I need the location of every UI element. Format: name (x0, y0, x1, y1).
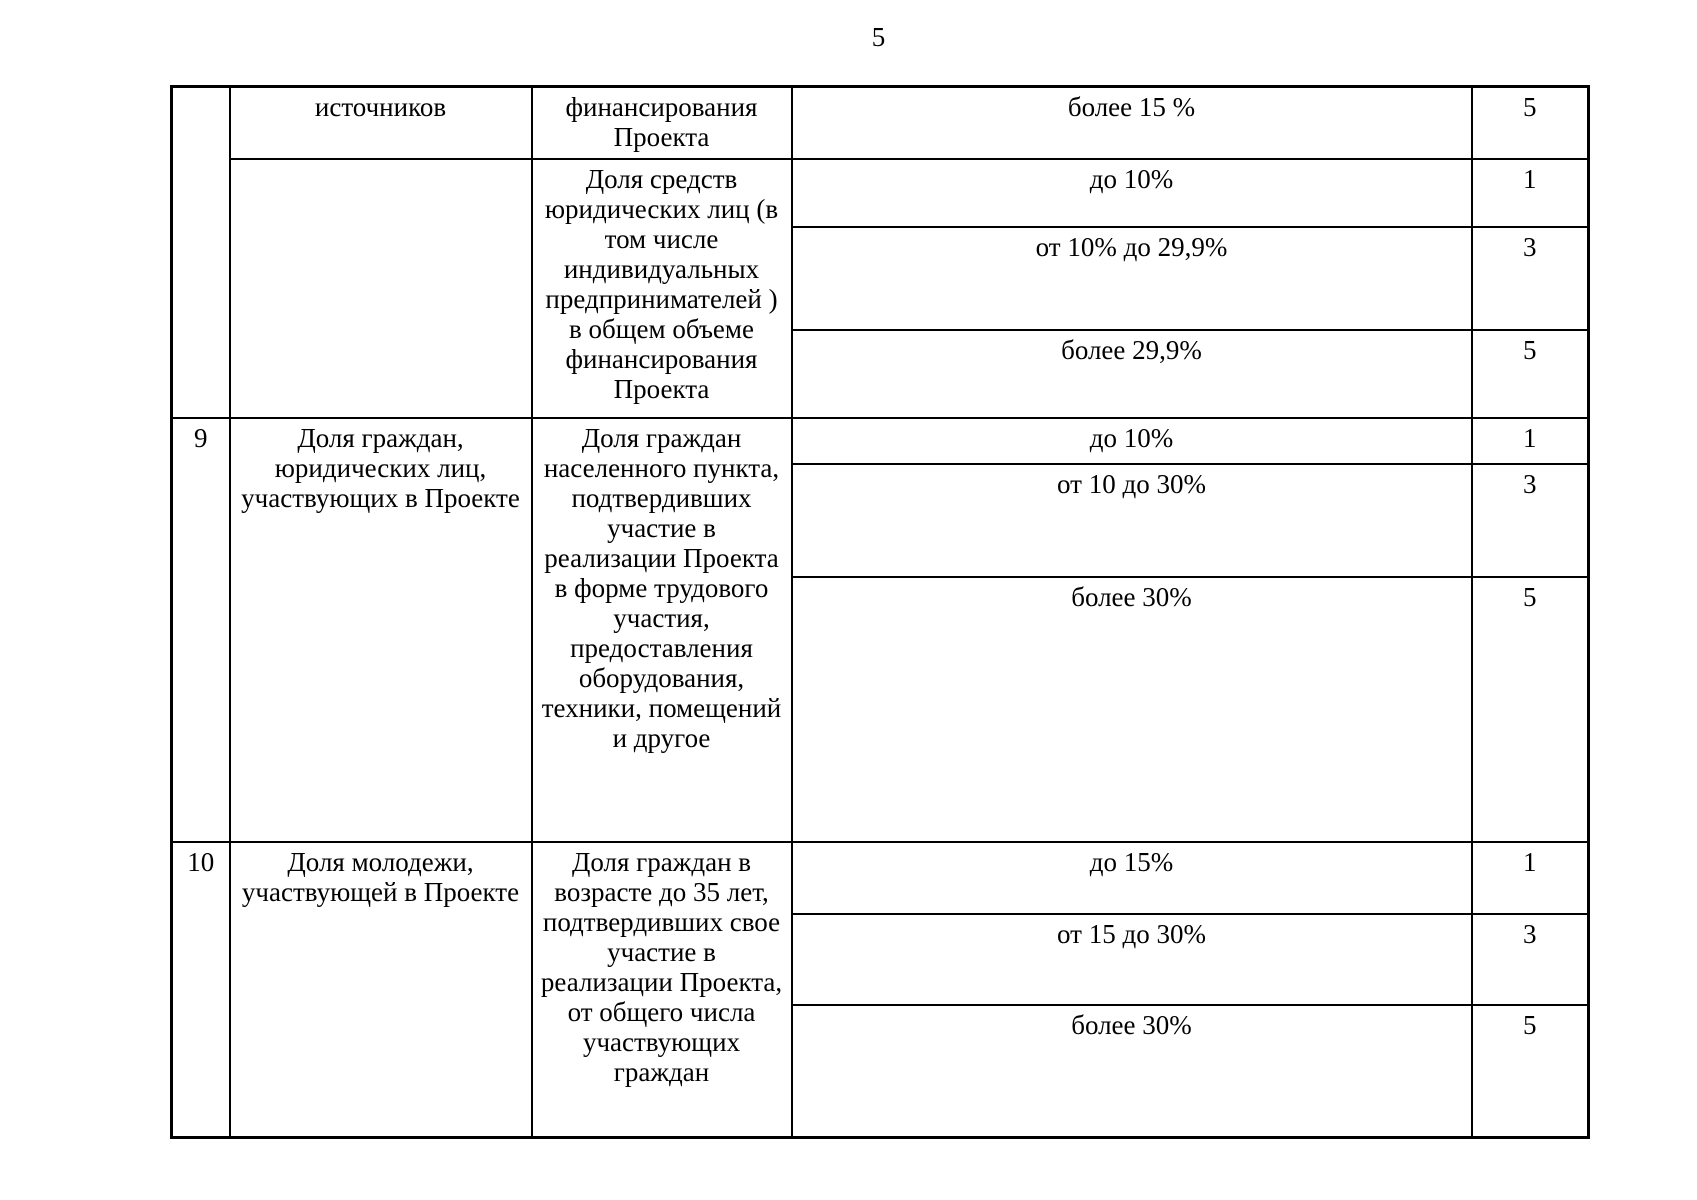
points-cell: 5 (1470, 85, 1590, 160)
description-cell: Доля граждан населенного пункта, подтвер… (530, 417, 793, 843)
criteria-table-container: источников финансирования Проекта более … (170, 85, 1590, 1139)
points-cell: 1 (1470, 417, 1590, 465)
criterion-cell-empty (228, 158, 533, 419)
table-row: более 30% 5 (172, 1004, 1590, 1138)
page-number: 5 (871, 22, 886, 52)
range-cell: до 10% (790, 417, 1473, 465)
table-row: от 15 до 30% 3 (172, 913, 1590, 1006)
points-cell: 3 (1470, 226, 1590, 331)
table-row: более 30% 5 (172, 576, 1590, 843)
range-cell: от 10% до 29,9% (790, 226, 1473, 331)
table-row: от 10% до 29,9% 3 (172, 226, 1590, 331)
points-cell: 3 (1470, 463, 1590, 578)
criterion-cell: источников (228, 85, 533, 160)
points-cell: 5 (1470, 576, 1590, 843)
description-cell: Доля граждан в возрасте до 35 лет, подтв… (530, 841, 793, 1138)
criteria-table: источников финансирования Проекта более … (170, 85, 1590, 1139)
row-number-cell-empty (170, 85, 231, 419)
points-cell: 1 (1470, 158, 1590, 228)
range-cell: более 30% (790, 1004, 1473, 1138)
description-cell: финансирования Проекта (530, 85, 793, 160)
range-cell: от 10 до 30% (790, 463, 1473, 578)
range-cell: более 15 % (790, 85, 1473, 160)
description-cell: Доля средств юридических лиц (в том числ… (530, 158, 793, 419)
criterion-cell: Доля граждан, юридических лиц, участвующ… (228, 417, 533, 843)
row-number-cell: 9 (170, 417, 231, 843)
range-cell: более 30% (790, 576, 1473, 843)
criterion-cell: Доля молодежи, участвующей в Проекте (228, 841, 533, 1138)
table-row: источников финансирования Проекта более … (170, 85, 1590, 419)
range-cell: от 15 до 30% (790, 913, 1473, 1006)
table-row: от 10 до 30% 3 (172, 463, 1590, 578)
range-cell: до 15% (790, 841, 1473, 915)
range-cell: до 10% (790, 158, 1473, 228)
points-cell: 3 (1470, 913, 1590, 1006)
table-row: более 29,9% 5 (172, 329, 1590, 419)
table-row: 9 Доля граждан, юридических лиц, участву… (170, 417, 1590, 843)
points-cell: 5 (1470, 1004, 1590, 1138)
points-cell: 1 (1470, 841, 1590, 915)
points-cell: 5 (1470, 329, 1590, 419)
table-row: Доля средств юридических лиц (в том числ… (172, 158, 1590, 419)
table-row: 10 Доля молодежи, участвующей в Проекте … (170, 841, 1590, 1138)
range-cell: более 29,9% (790, 329, 1473, 419)
row-number-cell: 10 (170, 841, 231, 1138)
